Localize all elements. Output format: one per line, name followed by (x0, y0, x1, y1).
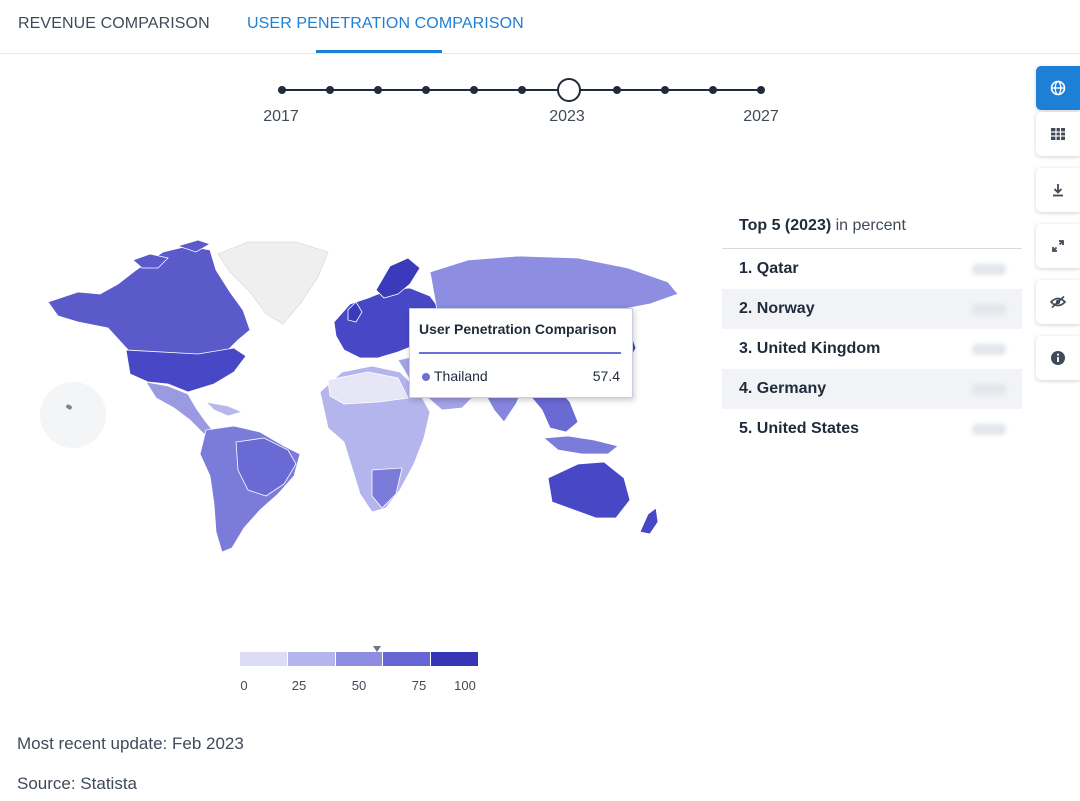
info-icon (1051, 351, 1065, 365)
legend-tick-100: 100 (454, 678, 476, 693)
download-icon (1053, 184, 1063, 197)
top5-row: 1. Qatar (722, 249, 1022, 289)
top5-value-blurred (972, 304, 1006, 315)
top5-value-blurred (972, 344, 1006, 355)
top5-value-blurred (972, 384, 1006, 395)
top5-row: 2. Norway (722, 289, 1022, 329)
legend-color-step-3 (383, 652, 432, 666)
fullscreen-button[interactable] (1036, 224, 1080, 268)
legend-tick-50: 50 (351, 678, 367, 693)
timeline-label-end: 2027 (743, 108, 779, 125)
map-region-scandinavia[interactable] (375, 257, 421, 299)
tooltip-title: User Penetration Comparison (419, 321, 617, 337)
update-text: Most recent update: Feb 2023 (17, 734, 244, 753)
top5-panel: Top 5 (2023) in percent 1. Qatar 2. Norw… (722, 212, 1022, 449)
tab-bar: REVENUE COMPARISON USER PENETRATION COMP… (0, 0, 1080, 54)
top5-value-blurred (972, 264, 1006, 275)
map-region-central-america[interactable] (145, 381, 215, 435)
year-timeline[interactable]: 2017 2023 2027 (263, 70, 790, 140)
color-legend: 0 25 50 75 100 (240, 646, 480, 696)
timeline-label-selected: 2023 (549, 108, 585, 125)
map-region-indonesia[interactable] (543, 435, 619, 455)
legend-tick-0: 0 (240, 678, 248, 693)
hide-icon (1050, 295, 1066, 309)
top5-country: 2. Norway (739, 300, 815, 317)
top5-country: 4. Germany (739, 380, 827, 397)
timeline-dot-2023[interactable] (557, 78, 582, 102)
timeline-dot-2022[interactable] (517, 86, 526, 94)
globe-icon (1050, 80, 1066, 96)
legend-color-scale (240, 652, 478, 666)
map-region-australia[interactable] (547, 461, 631, 519)
timeline-dot-2026[interactable] (709, 86, 718, 94)
map-region-north-africa[interactable] (327, 371, 409, 405)
map-region-greenland[interactable] (217, 241, 329, 325)
map-view-button[interactable] (1036, 66, 1080, 110)
legend-tick-75: 75 (411, 678, 427, 693)
top5-country: 1. Qatar (739, 260, 799, 277)
timeline-dot-2025[interactable] (661, 86, 670, 94)
legend-value-marker (372, 646, 381, 652)
tab-user-penetration-comparison[interactable]: USER PENETRATION COMPARISON (247, 15, 524, 32)
map-region-uk[interactable] (347, 301, 363, 323)
map-region-alaska-islands[interactable] (132, 239, 211, 269)
map-region-brazil[interactable] (235, 437, 297, 497)
map-region-north-america[interactable] (47, 245, 251, 383)
tooltip-divider (419, 352, 621, 354)
top5-country: 3. United Kingdom (739, 340, 881, 357)
fullscreen-icon (1052, 240, 1064, 252)
timeline-dot-2018[interactable] (325, 86, 334, 94)
tab-revenue-comparison[interactable]: REVENUE COMPARISON (18, 15, 210, 32)
table-icon (1051, 128, 1065, 140)
timeline-label-start: 2017 (263, 108, 299, 125)
top5-row: 4. Germany (722, 369, 1022, 409)
table-view-button[interactable] (1036, 112, 1080, 156)
legend-color-step-2 (335, 652, 384, 666)
legend-color-step-0 (240, 652, 288, 666)
hide-button[interactable] (1036, 280, 1080, 324)
active-tab-indicator (316, 50, 442, 53)
timeline-dot-2021[interactable] (469, 86, 478, 94)
legend-color-step-4 (431, 652, 478, 666)
map-region-caribbean[interactable] (204, 401, 244, 417)
map-region-southern-africa[interactable] (371, 467, 403, 509)
map-tooltip: User Penetration Comparison Thailand 57.… (409, 308, 633, 398)
timeline-dot-2027[interactable] (757, 86, 765, 94)
map-navigation-circle[interactable] (40, 382, 106, 448)
top5-row: 5. United States (722, 409, 1022, 449)
info-button[interactable] (1036, 336, 1080, 380)
legend-tick-25: 25 (291, 678, 307, 693)
map-region-new-zealand[interactable] (639, 507, 659, 535)
timeline-dot-2024[interactable] (613, 86, 622, 94)
top5-value-blurred (972, 424, 1006, 435)
timeline-dot-2020[interactable] (421, 86, 430, 94)
download-button[interactable] (1036, 168, 1080, 212)
tooltip-value: 57.4 (592, 368, 620, 384)
timeline-dot-2017[interactable] (278, 86, 286, 94)
top5-title-bold: Top 5 (2023) (739, 217, 832, 234)
top5-title: Top 5 (2023) in percent (722, 212, 1022, 249)
top5-row: 3. United Kingdom (722, 329, 1022, 369)
tooltip-series-dot (422, 373, 430, 381)
timeline-dot-2019[interactable] (373, 86, 382, 94)
top5-country: 5. United States (739, 420, 860, 437)
tooltip-country: Thailand (434, 368, 488, 384)
top5-title-unit: in percent (831, 217, 906, 234)
map-region-united-states[interactable] (125, 347, 247, 393)
legend-color-step-1 (287, 652, 336, 666)
source-text: Source: Statista (17, 774, 138, 793)
